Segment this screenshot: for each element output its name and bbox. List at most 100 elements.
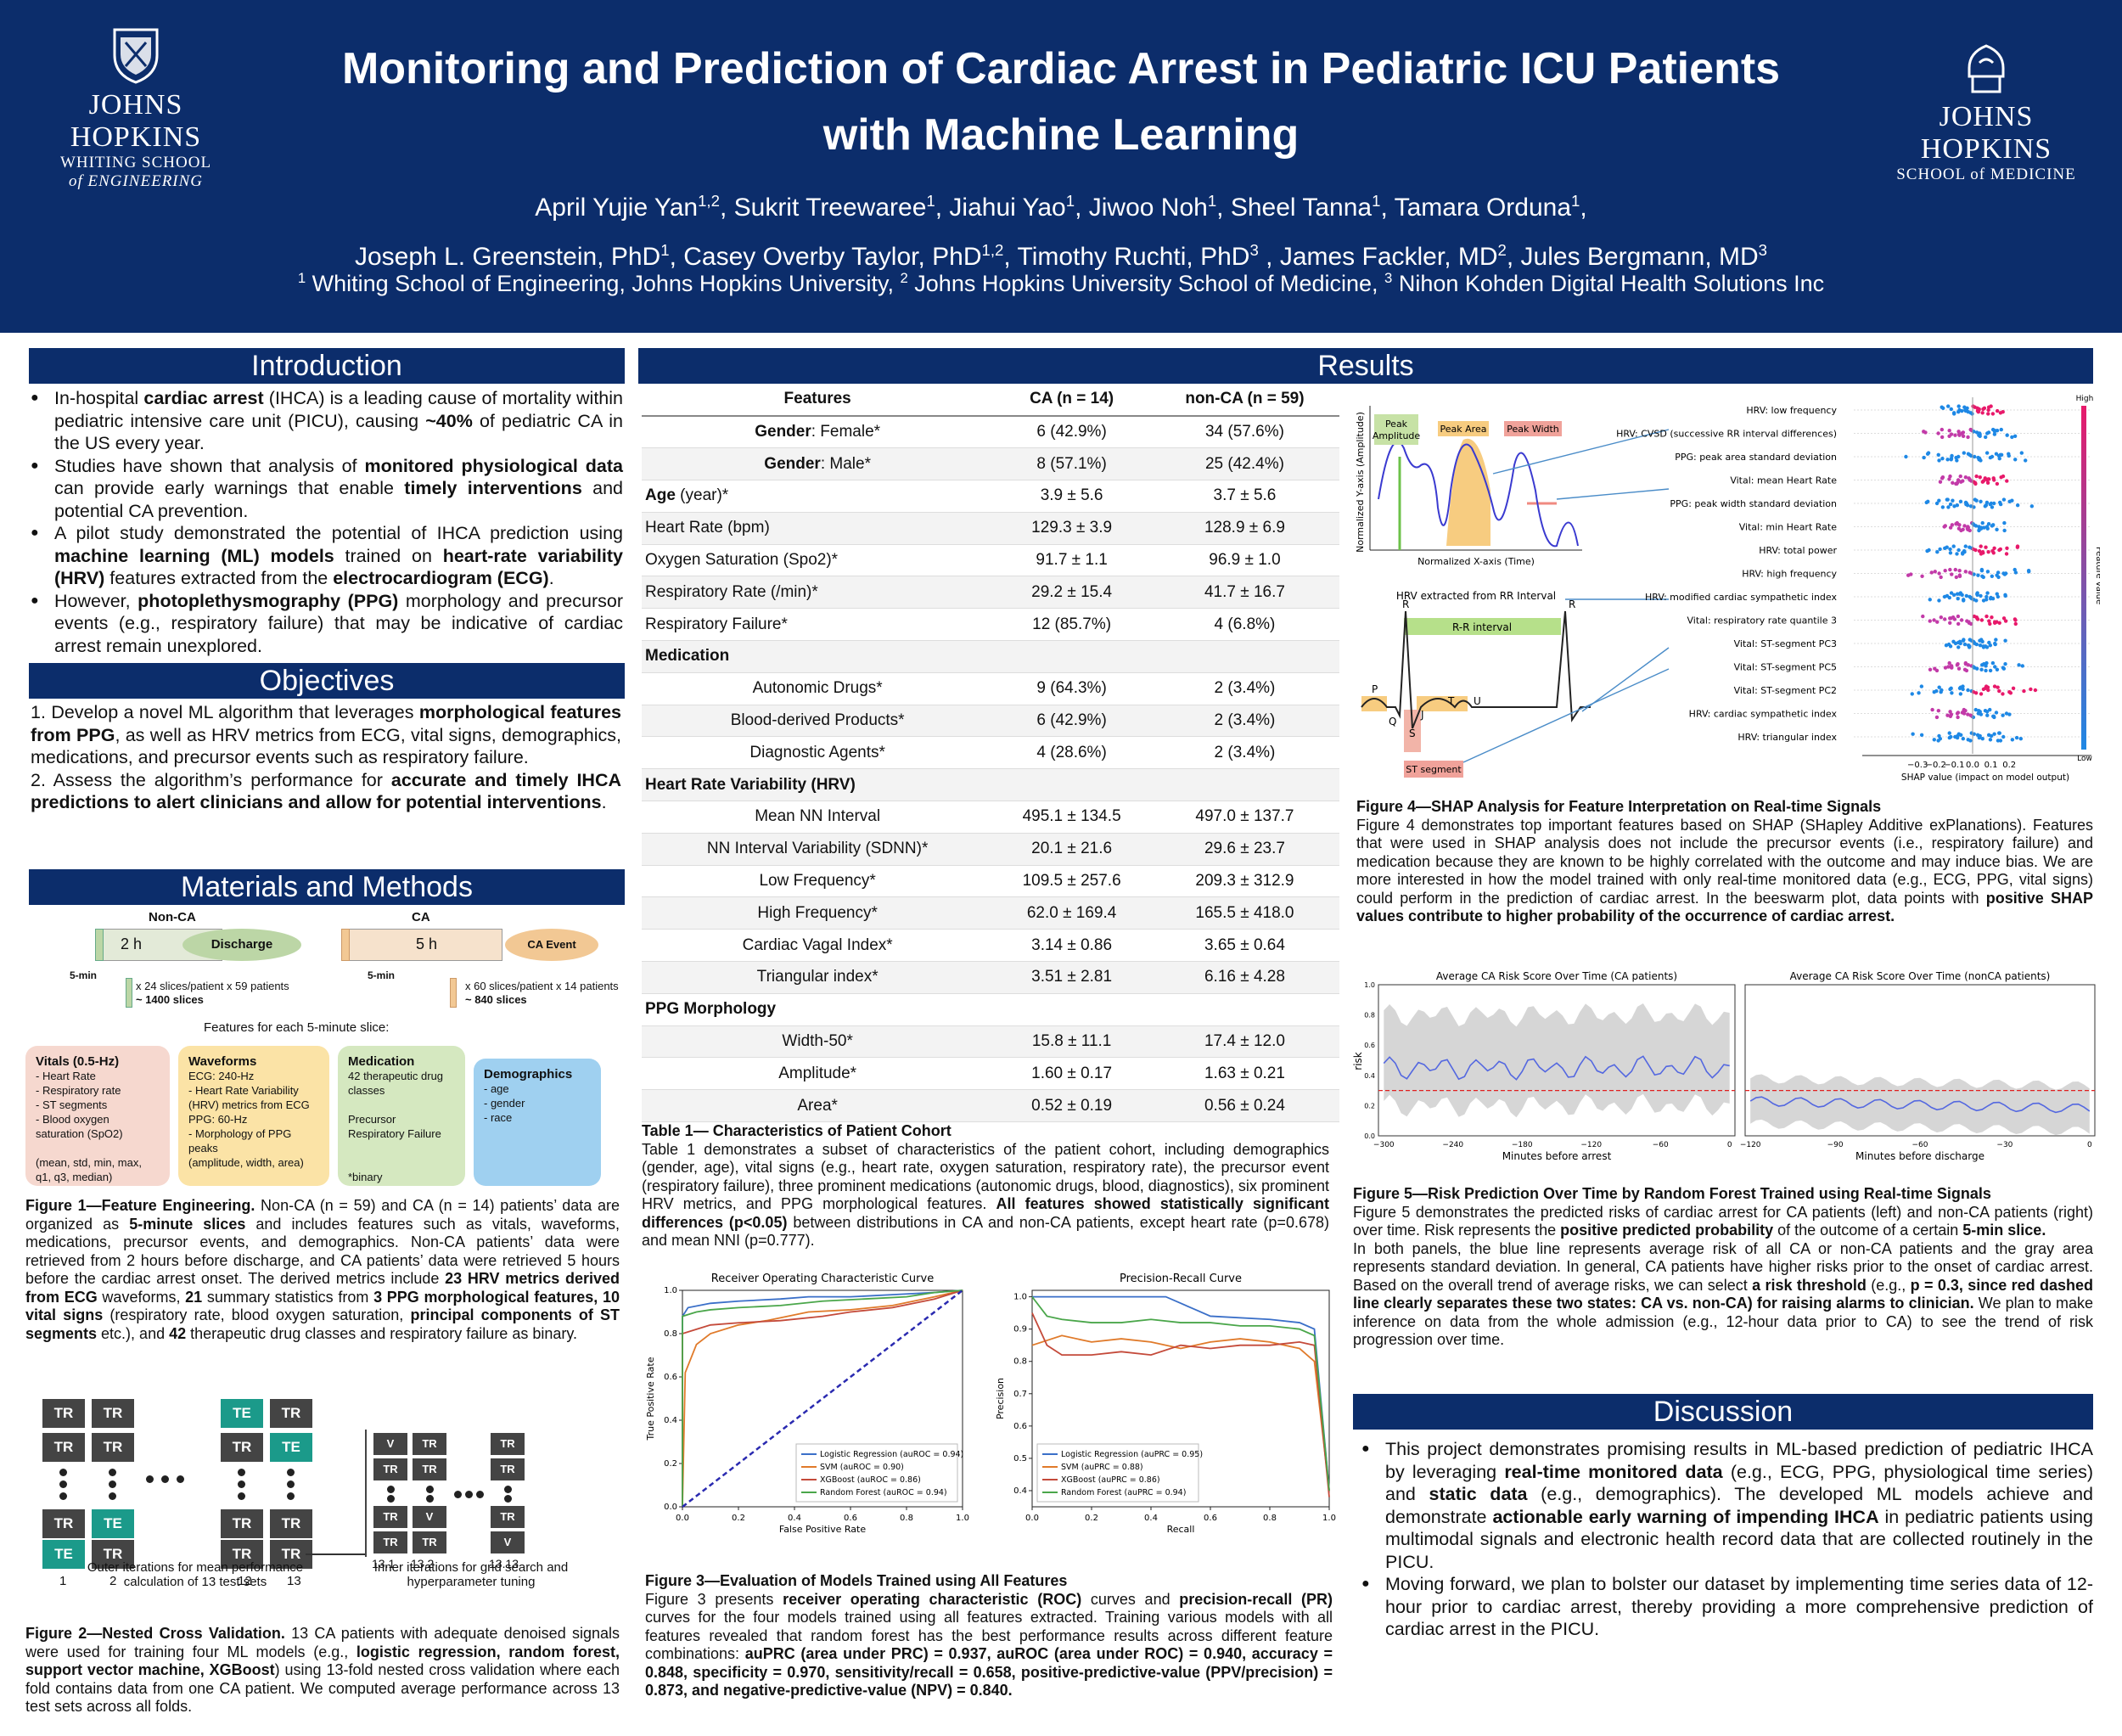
peak-amplitude-badge — [1374, 414, 1418, 445]
table-cell-feature: Width-50* — [642, 1025, 994, 1059]
shap-dot — [1959, 618, 1964, 622]
shap-dot — [1994, 711, 1999, 715]
chart-title: Precision-Recall Curve — [1120, 1273, 1242, 1285]
shap-dot — [1979, 663, 1984, 667]
table-cell-value: 29.2 ± 15.4 — [993, 576, 1150, 610]
shap-dot — [1950, 691, 1954, 695]
pr-chart: Precision-Recall Curve 0.0 0.2 0.4 0.6 0.8 1.0… — [995, 1273, 1336, 1535]
shap-dot — [2033, 688, 2038, 693]
shap-dot — [1943, 569, 1947, 573]
section-objectives: Objectives — [29, 663, 625, 699]
y-axis-label: Precision — [995, 1378, 1006, 1419]
shap-dot — [1995, 481, 2000, 486]
legend-label: Random Forest (auPRC = 0.94) — [1061, 1488, 1186, 1497]
shap-dot — [1936, 452, 1940, 457]
table-cell-value: 1.60 ± 0.17 — [993, 1057, 1150, 1091]
shap-dot — [1996, 575, 2001, 580]
shap-dot — [1987, 640, 1991, 645]
shap-dot — [1981, 407, 1985, 412]
shap-dot — [2013, 458, 2018, 462]
shap-dot — [1985, 570, 1990, 574]
shap-dot — [1988, 668, 1993, 673]
table-row: Area* 0.52 ± 0.19 0.56 ± 0.24 — [642, 1089, 1339, 1123]
table-row: Heart Rate (bpm) 129.3 ± 3.9 128.9 ± 6.9 — [642, 512, 1339, 545]
shap-dot — [1954, 455, 1958, 460]
x-tick-label: 0.0 — [1025, 1514, 1039, 1523]
shap-dot — [1985, 713, 1990, 717]
fold-label: 12 — [238, 1574, 252, 1588]
connector-line — [1462, 668, 1670, 763]
train-fold: TR — [373, 1506, 407, 1528]
ellipsis-dot — [109, 1480, 116, 1488]
ellipsis-dot — [59, 1492, 67, 1500]
table-cell-value: 6 (42.9%) — [993, 416, 1150, 449]
series-line — [1031, 1296, 1330, 1492]
shap-feature-label: PPG: peak area standard deviation — [1675, 452, 1837, 463]
shap-tick-label: 0.2 — [2002, 761, 2016, 770]
dome-icon — [1968, 44, 2005, 93]
ellipsis-dot — [387, 1495, 395, 1503]
shap-dot — [2007, 453, 2011, 458]
shap-dot — [1984, 451, 1990, 455]
st-segment-badge — [1404, 761, 1463, 778]
shap-dot — [1986, 522, 1991, 526]
rr-interval-label: R-R interval — [1452, 621, 1512, 633]
shap-dot — [1943, 617, 1947, 621]
shap-dot — [1947, 477, 1951, 481]
table-cell-value: 209.3 ± 312.9 — [1149, 865, 1339, 898]
shap-dot — [1949, 591, 1954, 595]
shap-dot — [1974, 598, 1979, 603]
shap-dot — [1950, 523, 1955, 527]
shap-dot — [1976, 573, 1980, 577]
ellipsis-dot — [238, 1492, 245, 1500]
shap-dot — [1960, 593, 1964, 597]
plot-frame — [1031, 1289, 1330, 1508]
series-line — [682, 1289, 963, 1507]
train-fold: TR — [373, 1531, 407, 1553]
table-row: Respiratory Rate (/min)* 29.2 ± 15.4 41.7 … — [642, 576, 1339, 610]
shap-x-label: SHAP value (impact on model output) — [1901, 772, 2069, 783]
shap-dot — [1959, 733, 1963, 737]
table-cell-value: 25 (42.4%) — [1149, 447, 1339, 481]
intro-bullet: However, photoplethysmography (PPG) morp… — [25, 590, 623, 658]
shap-dot — [1956, 404, 1961, 408]
train-fold: TR — [491, 1433, 525, 1455]
train-fold: TR — [221, 1433, 263, 1462]
shap-dot — [1945, 458, 1950, 462]
shap-dot — [1957, 433, 1962, 437]
shap-dot — [1933, 570, 1937, 574]
shap-dot — [1985, 526, 1990, 531]
shap-dot — [1972, 732, 1976, 736]
shap-dot — [1958, 499, 1963, 503]
shap-dot — [1992, 732, 1996, 736]
colorbar-label: Feature value — [2094, 547, 2100, 604]
shap-dot — [1988, 621, 1992, 626]
table-cell-feature: Triangular index* — [642, 961, 994, 994]
std-band — [1750, 1074, 2090, 1136]
ellipsis-dot — [287, 1480, 295, 1488]
y-axis-label: True Positive Rate — [645, 1357, 656, 1441]
shap-dot — [1940, 476, 1945, 480]
table-cell-value: 0.56 ± 0.24 — [1149, 1089, 1339, 1123]
shap-dot — [1946, 505, 1951, 509]
table-cell-value: 2 (3.4%) — [1149, 736, 1339, 770]
shap-dot — [1995, 527, 1999, 531]
table-cell-value — [993, 640, 1150, 673]
shap-dot — [1992, 429, 1997, 433]
table-row: Triangular index* 3.51 ± 2.81 6.16 ± 4.28 — [642, 961, 1339, 994]
shap-dot — [1982, 525, 1986, 530]
shap-dot — [1992, 546, 1996, 550]
validation-fold: V — [373, 1433, 407, 1455]
table-cell-value: 3.51 ± 2.81 — [993, 961, 1150, 994]
table-cell-value: 128.9 ± 6.9 — [1149, 512, 1339, 545]
shap-dot — [1979, 499, 1983, 503]
table-cell-value — [993, 768, 1150, 802]
shap-dot — [1979, 544, 1983, 548]
shap-dot — [2019, 451, 2024, 455]
shap-feature-label: Vital: ST-segment PC5 — [1734, 662, 1837, 673]
shap-dot — [2001, 692, 2005, 696]
legend-label: Logistic Regression (auROC = 0.94) — [820, 1450, 963, 1459]
train-fold: TR — [42, 1433, 85, 1462]
y-tick-label: 0.8 — [664, 1329, 677, 1339]
shap-dot — [1948, 714, 1953, 718]
